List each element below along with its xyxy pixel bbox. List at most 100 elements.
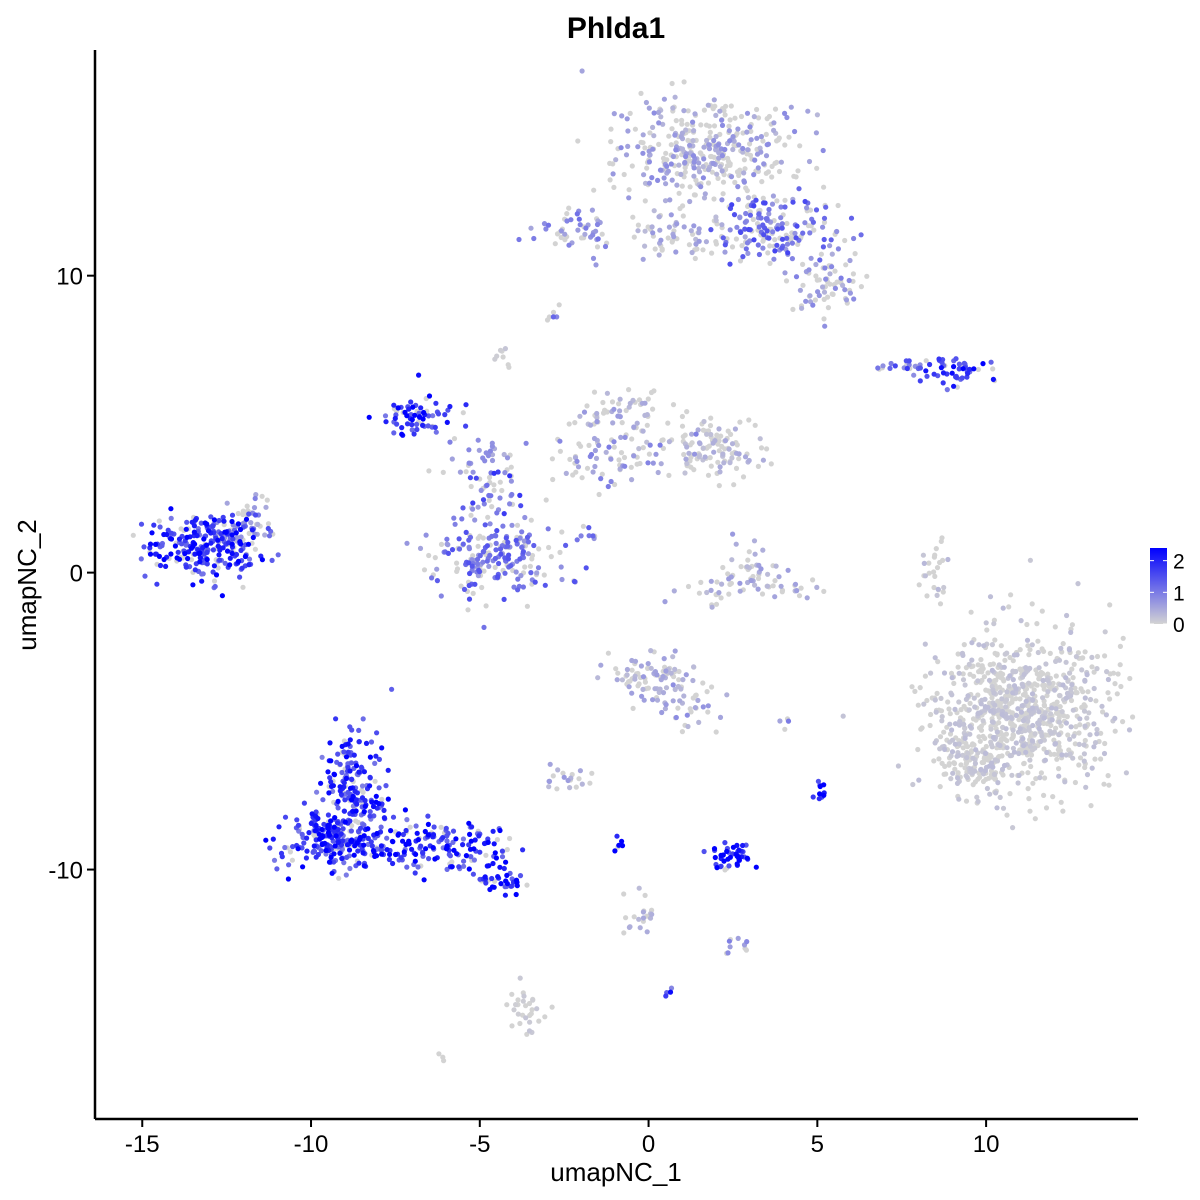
cell-point [501,596,507,603]
cell-point [465,607,471,613]
cell-point [707,455,713,461]
cell-point [518,503,524,509]
cell-point [534,1006,540,1012]
cell-point [967,700,973,707]
cell-point [625,128,631,134]
cell-point [460,842,466,848]
cell-point [632,126,639,132]
cell-point [574,458,580,464]
cell-point [763,153,770,159]
cell-point [969,640,975,646]
cell-point [264,497,270,503]
cell-point [636,885,642,891]
cell-point [471,846,477,852]
cell-point [639,693,645,699]
cell-point [224,500,230,506]
cell-point [224,548,231,554]
cell-point [241,510,248,516]
cell-point [684,409,690,415]
cell-point [641,697,647,703]
cell-point [696,160,702,166]
cell-point [215,543,221,549]
cell-point [1091,744,1097,750]
cell-point [246,562,252,568]
cell-point [712,854,718,861]
cell-point [1106,782,1112,788]
cell-point [342,819,348,825]
cell-point [372,760,378,767]
cell-point [980,718,986,724]
cell-point [674,182,680,188]
cell-point [295,822,302,828]
cell-point [975,662,981,668]
cell-point [1094,726,1100,733]
cell-point [656,141,662,147]
cell-point [404,817,410,823]
cell-point [937,784,943,790]
cell-point [977,710,983,716]
cell-point [339,855,345,862]
cell-point [980,361,986,367]
cell-point [623,152,630,158]
cell-point [971,742,977,748]
cell-point [993,790,999,796]
cell-point [808,255,814,261]
cell-point [827,243,833,249]
cell-point [1060,808,1066,814]
cell-point [649,224,655,230]
cell-point [631,424,637,430]
cell-point [216,517,222,524]
cell-point [190,582,196,588]
cell-point [502,470,508,476]
cell-point [956,722,963,728]
cell-point [333,716,339,722]
cell-point [717,108,723,114]
cell-point [313,822,319,829]
cell-point [645,224,651,230]
cell-point [270,836,276,842]
cell-point [229,518,235,525]
cell-point [1010,727,1016,733]
cell-point [989,667,995,674]
cell-point [956,796,962,802]
cell-point [313,854,319,860]
cell-point [341,808,347,814]
cell-point [507,473,513,479]
cell-point [981,643,987,649]
cell-point [932,552,938,558]
cell-point [646,451,653,457]
cell-point [646,152,653,158]
cell-point [982,704,989,710]
cell-point [747,152,754,158]
cell-point [536,1018,542,1024]
cell-point [807,230,813,236]
cell-point [794,223,800,229]
cell-point [685,723,691,730]
cell-point [727,944,733,950]
cell-point [704,431,710,437]
cell-point [509,1023,515,1029]
cell-point [848,215,855,221]
cell-point [719,153,726,159]
cell-point [751,114,757,120]
cell-point [374,730,380,736]
cell-point [821,215,828,221]
cell-point [1016,717,1022,723]
cell-point [593,262,599,268]
cell-point [953,356,959,362]
cell-point [827,271,833,277]
cell-point [1081,751,1087,757]
cell-point [828,237,834,243]
cell-point [915,746,921,753]
cell-point [671,234,677,240]
cell-point [1030,705,1036,711]
cell-point [208,540,214,546]
cell-point [992,757,998,763]
cell-point [1043,661,1049,667]
cell-point [508,883,514,889]
cell-point [341,784,347,790]
cell-point [745,250,751,256]
cell-point [219,535,225,542]
cell-point [353,797,359,803]
cell-point [400,831,406,838]
